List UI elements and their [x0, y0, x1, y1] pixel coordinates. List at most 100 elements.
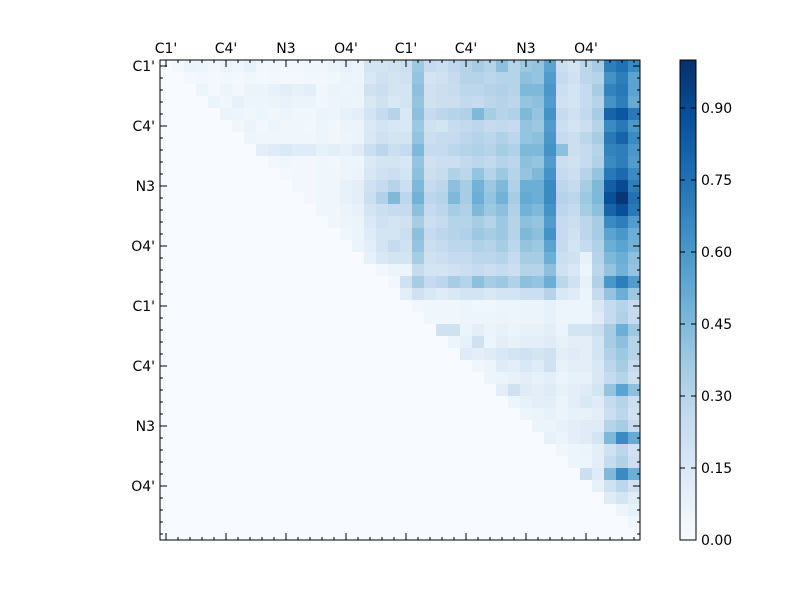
heatmap-cell — [532, 528, 545, 541]
heatmap-cell — [316, 432, 329, 445]
heatmap-cell — [484, 132, 497, 145]
heatmap-cell — [568, 504, 581, 517]
heatmap-cell — [568, 372, 581, 385]
heatmap-cell — [508, 372, 521, 385]
heatmap-cell — [472, 480, 485, 493]
heatmap-cell — [316, 444, 329, 457]
heatmap-cell — [292, 504, 305, 517]
heatmap-cell — [256, 312, 269, 325]
heatmap-cell — [340, 72, 353, 85]
heatmap-cell — [244, 204, 257, 217]
heatmap-cell — [328, 444, 341, 457]
heatmap-cell — [244, 276, 257, 289]
heatmap-cell — [580, 144, 593, 157]
heatmap-cell — [508, 120, 521, 133]
heatmap-cell — [412, 252, 425, 265]
heatmap-cell — [244, 60, 257, 73]
heatmap-cell — [508, 192, 521, 205]
heatmap-cell — [628, 312, 641, 325]
heatmap-cell — [340, 492, 353, 505]
x-tick-label: C1' — [155, 41, 178, 57]
heatmap-cell — [616, 156, 629, 169]
heatmap-cell — [448, 516, 461, 529]
heatmap-cell — [268, 108, 281, 121]
heatmap-cell — [364, 204, 377, 217]
heatmap-cell — [496, 420, 509, 433]
heatmap-cell — [424, 384, 437, 397]
heatmap-cell — [496, 276, 509, 289]
heatmap-cell — [256, 480, 269, 493]
heatmap-cell — [472, 72, 485, 85]
heatmap-cell — [496, 516, 509, 529]
heatmap-cell — [208, 228, 221, 241]
heatmap-cell — [568, 156, 581, 169]
heatmap-cell — [460, 504, 473, 517]
heatmap-cell — [496, 204, 509, 217]
heatmap-cell — [568, 276, 581, 289]
heatmap-cell — [196, 408, 209, 421]
heatmap-cell — [448, 384, 461, 397]
heatmap-cell — [568, 132, 581, 145]
heatmap-cell — [400, 192, 413, 205]
heatmap-cell — [460, 168, 473, 181]
heatmap-cell — [412, 204, 425, 217]
y-tick-label: O4' — [131, 239, 155, 255]
heatmap-cell — [472, 516, 485, 529]
heatmap-cell — [604, 468, 617, 481]
heatmap-cell — [292, 72, 305, 85]
heatmap-cell — [160, 144, 173, 157]
heatmap-cell — [160, 324, 173, 337]
heatmap-cell — [580, 72, 593, 85]
heatmap-cell — [604, 300, 617, 313]
colorbar-tick-label: 0.30 — [701, 389, 732, 405]
heatmap-cell — [580, 192, 593, 205]
heatmap-cell — [424, 312, 437, 325]
heatmap-cell — [472, 216, 485, 229]
heatmap-cell — [352, 252, 365, 265]
heatmap-cell — [448, 408, 461, 421]
heatmap-cell — [232, 168, 245, 181]
heatmap-cell — [220, 384, 233, 397]
heatmap-cell — [412, 96, 425, 109]
heatmap-cell — [316, 504, 329, 517]
heatmap-cell — [496, 180, 509, 193]
heatmap-cell — [208, 504, 221, 517]
heatmap-cell — [628, 432, 641, 445]
heatmap-cell — [496, 168, 509, 181]
heatmap-cell — [400, 120, 413, 133]
heatmap-cell — [400, 300, 413, 313]
heatmap-cell — [340, 252, 353, 265]
heatmap-cell — [448, 192, 461, 205]
heatmap-cell — [544, 72, 557, 85]
heatmap-cell — [448, 276, 461, 289]
heatmap-cell — [436, 432, 449, 445]
heatmap-cell — [376, 156, 389, 169]
heatmap-cell — [532, 384, 545, 397]
heatmap-cell — [424, 456, 437, 469]
heatmap-cell — [268, 204, 281, 217]
heatmap-cell — [220, 252, 233, 265]
colorbar-tick-label: 0.15 — [701, 461, 732, 477]
heatmap-cell — [256, 252, 269, 265]
heatmap-cell — [496, 108, 509, 121]
heatmap-cell — [448, 168, 461, 181]
heatmap-cell — [208, 336, 221, 349]
heatmap-cell — [520, 492, 533, 505]
heatmap-cell — [568, 60, 581, 73]
heatmap-cell — [544, 324, 557, 337]
heatmap-cell — [220, 336, 233, 349]
heatmap-cell — [208, 528, 221, 541]
heatmap-cell — [280, 216, 293, 229]
heatmap-cell — [556, 276, 569, 289]
heatmap-cell — [460, 432, 473, 445]
heatmap-cell — [364, 516, 377, 529]
heatmap-cell — [532, 72, 545, 85]
heatmap-cell — [316, 312, 329, 325]
heatmap-cell — [544, 180, 557, 193]
heatmap-cell — [508, 276, 521, 289]
heatmap-cell — [400, 420, 413, 433]
heatmap-cell — [316, 372, 329, 385]
heatmap-cell — [292, 84, 305, 97]
heatmap-cell — [532, 60, 545, 73]
heatmap-cell — [472, 168, 485, 181]
